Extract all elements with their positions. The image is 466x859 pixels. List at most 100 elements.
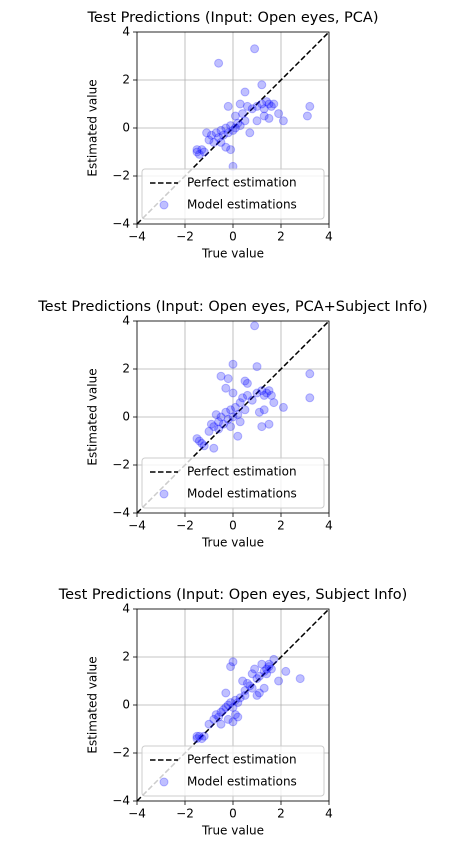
x-tick-label: −2 <box>176 230 194 244</box>
scatter-point <box>274 109 284 119</box>
x-tick-label: 4 <box>325 807 333 821</box>
legend: Perfect estimation Model estimations <box>141 168 325 220</box>
scatter-point <box>235 398 245 408</box>
chart-title: Test Predictions (Input: Open eyes, PCA) <box>86 10 378 26</box>
scatter-point <box>223 414 233 424</box>
legend: Perfect estimation Model estimations <box>141 745 325 797</box>
scatter-point <box>264 386 274 396</box>
scatter-point <box>221 688 231 698</box>
scatter-point <box>192 147 202 157</box>
scatter-point <box>233 712 243 722</box>
y-tick-label: −2 <box>112 169 130 183</box>
scatter-point <box>240 690 250 700</box>
axes-frame <box>136 608 330 802</box>
scatter-point <box>221 383 231 393</box>
scatter-point <box>278 402 288 412</box>
scatter-point <box>192 434 202 444</box>
scatter-point <box>264 659 274 669</box>
scatter-point <box>262 97 272 107</box>
scatter-point <box>235 693 245 703</box>
scatter-point <box>252 362 262 372</box>
x-tick-label: 2 <box>277 230 285 244</box>
scatter-point <box>254 671 264 681</box>
scatter-point <box>216 125 226 135</box>
scatter-point <box>214 58 224 68</box>
scatter-point <box>242 390 252 400</box>
scatter-point <box>216 719 226 729</box>
scatter-point <box>226 121 236 131</box>
y-tick-label: 2 <box>122 650 130 664</box>
scatter-point <box>262 669 272 679</box>
scatter-point <box>197 438 207 448</box>
scatter-point <box>216 412 226 422</box>
scatter-point <box>266 664 276 674</box>
scatter-point <box>302 111 312 121</box>
scatter-point <box>238 109 248 119</box>
scatter-point <box>266 101 276 111</box>
scatter-point <box>214 424 224 434</box>
scatter-point <box>228 412 238 422</box>
scatter-point <box>240 405 250 415</box>
scatter-point <box>252 101 262 111</box>
legend-box <box>141 745 325 797</box>
scatter-point <box>240 87 250 97</box>
scatter-point <box>204 719 214 729</box>
scatter-point <box>274 676 284 686</box>
scatter-point <box>247 683 257 693</box>
legend-label: Model estimations <box>187 487 297 501</box>
scatter-point <box>269 99 279 109</box>
scatter-point <box>264 662 274 672</box>
scatter-point <box>235 417 245 427</box>
scatter-point <box>192 731 202 741</box>
subplot: Test Predictions (Input: Open eyes, Subj… <box>58 587 408 838</box>
scatter-point <box>278 116 288 126</box>
scatter-point <box>247 669 257 679</box>
scatter-point <box>250 664 260 674</box>
scatter-point <box>257 99 267 109</box>
scatter-point <box>194 731 204 741</box>
scatter-point <box>226 698 236 708</box>
scatter-point <box>228 657 238 667</box>
scatter-point <box>214 133 224 143</box>
scatter-point <box>199 147 209 157</box>
scatter-point <box>199 731 209 741</box>
subplot: Test Predictions (Input: Open eyes, PCA+… <box>37 299 427 550</box>
scatter-point <box>240 686 250 696</box>
scatter-point <box>228 125 238 135</box>
scatter-point <box>197 734 207 744</box>
legend-swatch <box>159 489 169 499</box>
scatter-point <box>238 676 248 686</box>
scatter-point <box>211 710 221 720</box>
legend-label: Model estimations <box>187 198 297 212</box>
scatter-point <box>206 130 216 140</box>
y-tick-label: −4 <box>112 794 130 808</box>
scatter-point <box>226 405 236 415</box>
axes-frame <box>136 320 330 514</box>
scatter-point <box>245 128 255 138</box>
legend-label: Perfect estimation <box>187 753 297 767</box>
scatter-point <box>218 705 228 715</box>
scatter-point <box>230 695 240 705</box>
x-tick-label: −2 <box>176 519 194 533</box>
scatter-point <box>305 101 315 111</box>
scatter-point <box>223 374 233 384</box>
y-tick-label: 2 <box>122 73 130 87</box>
scatter-point <box>233 431 243 441</box>
x-tick-label: 4 <box>325 519 333 533</box>
scatter-point <box>250 321 260 331</box>
x-tick-label: −4 <box>128 807 146 821</box>
scatter-point <box>223 128 233 138</box>
scatter-point <box>235 99 245 109</box>
scatter-point <box>230 402 240 412</box>
scatter-point <box>202 128 212 138</box>
scatter-point <box>247 395 257 405</box>
scatter-point <box>194 149 204 159</box>
scatter-point <box>230 123 240 133</box>
scatter-point <box>257 422 267 432</box>
x-tick-label: 2 <box>277 519 285 533</box>
scatter-point <box>218 419 228 429</box>
scatter-point <box>226 662 236 672</box>
scatter-point <box>221 702 231 712</box>
scatter-point <box>252 674 262 684</box>
